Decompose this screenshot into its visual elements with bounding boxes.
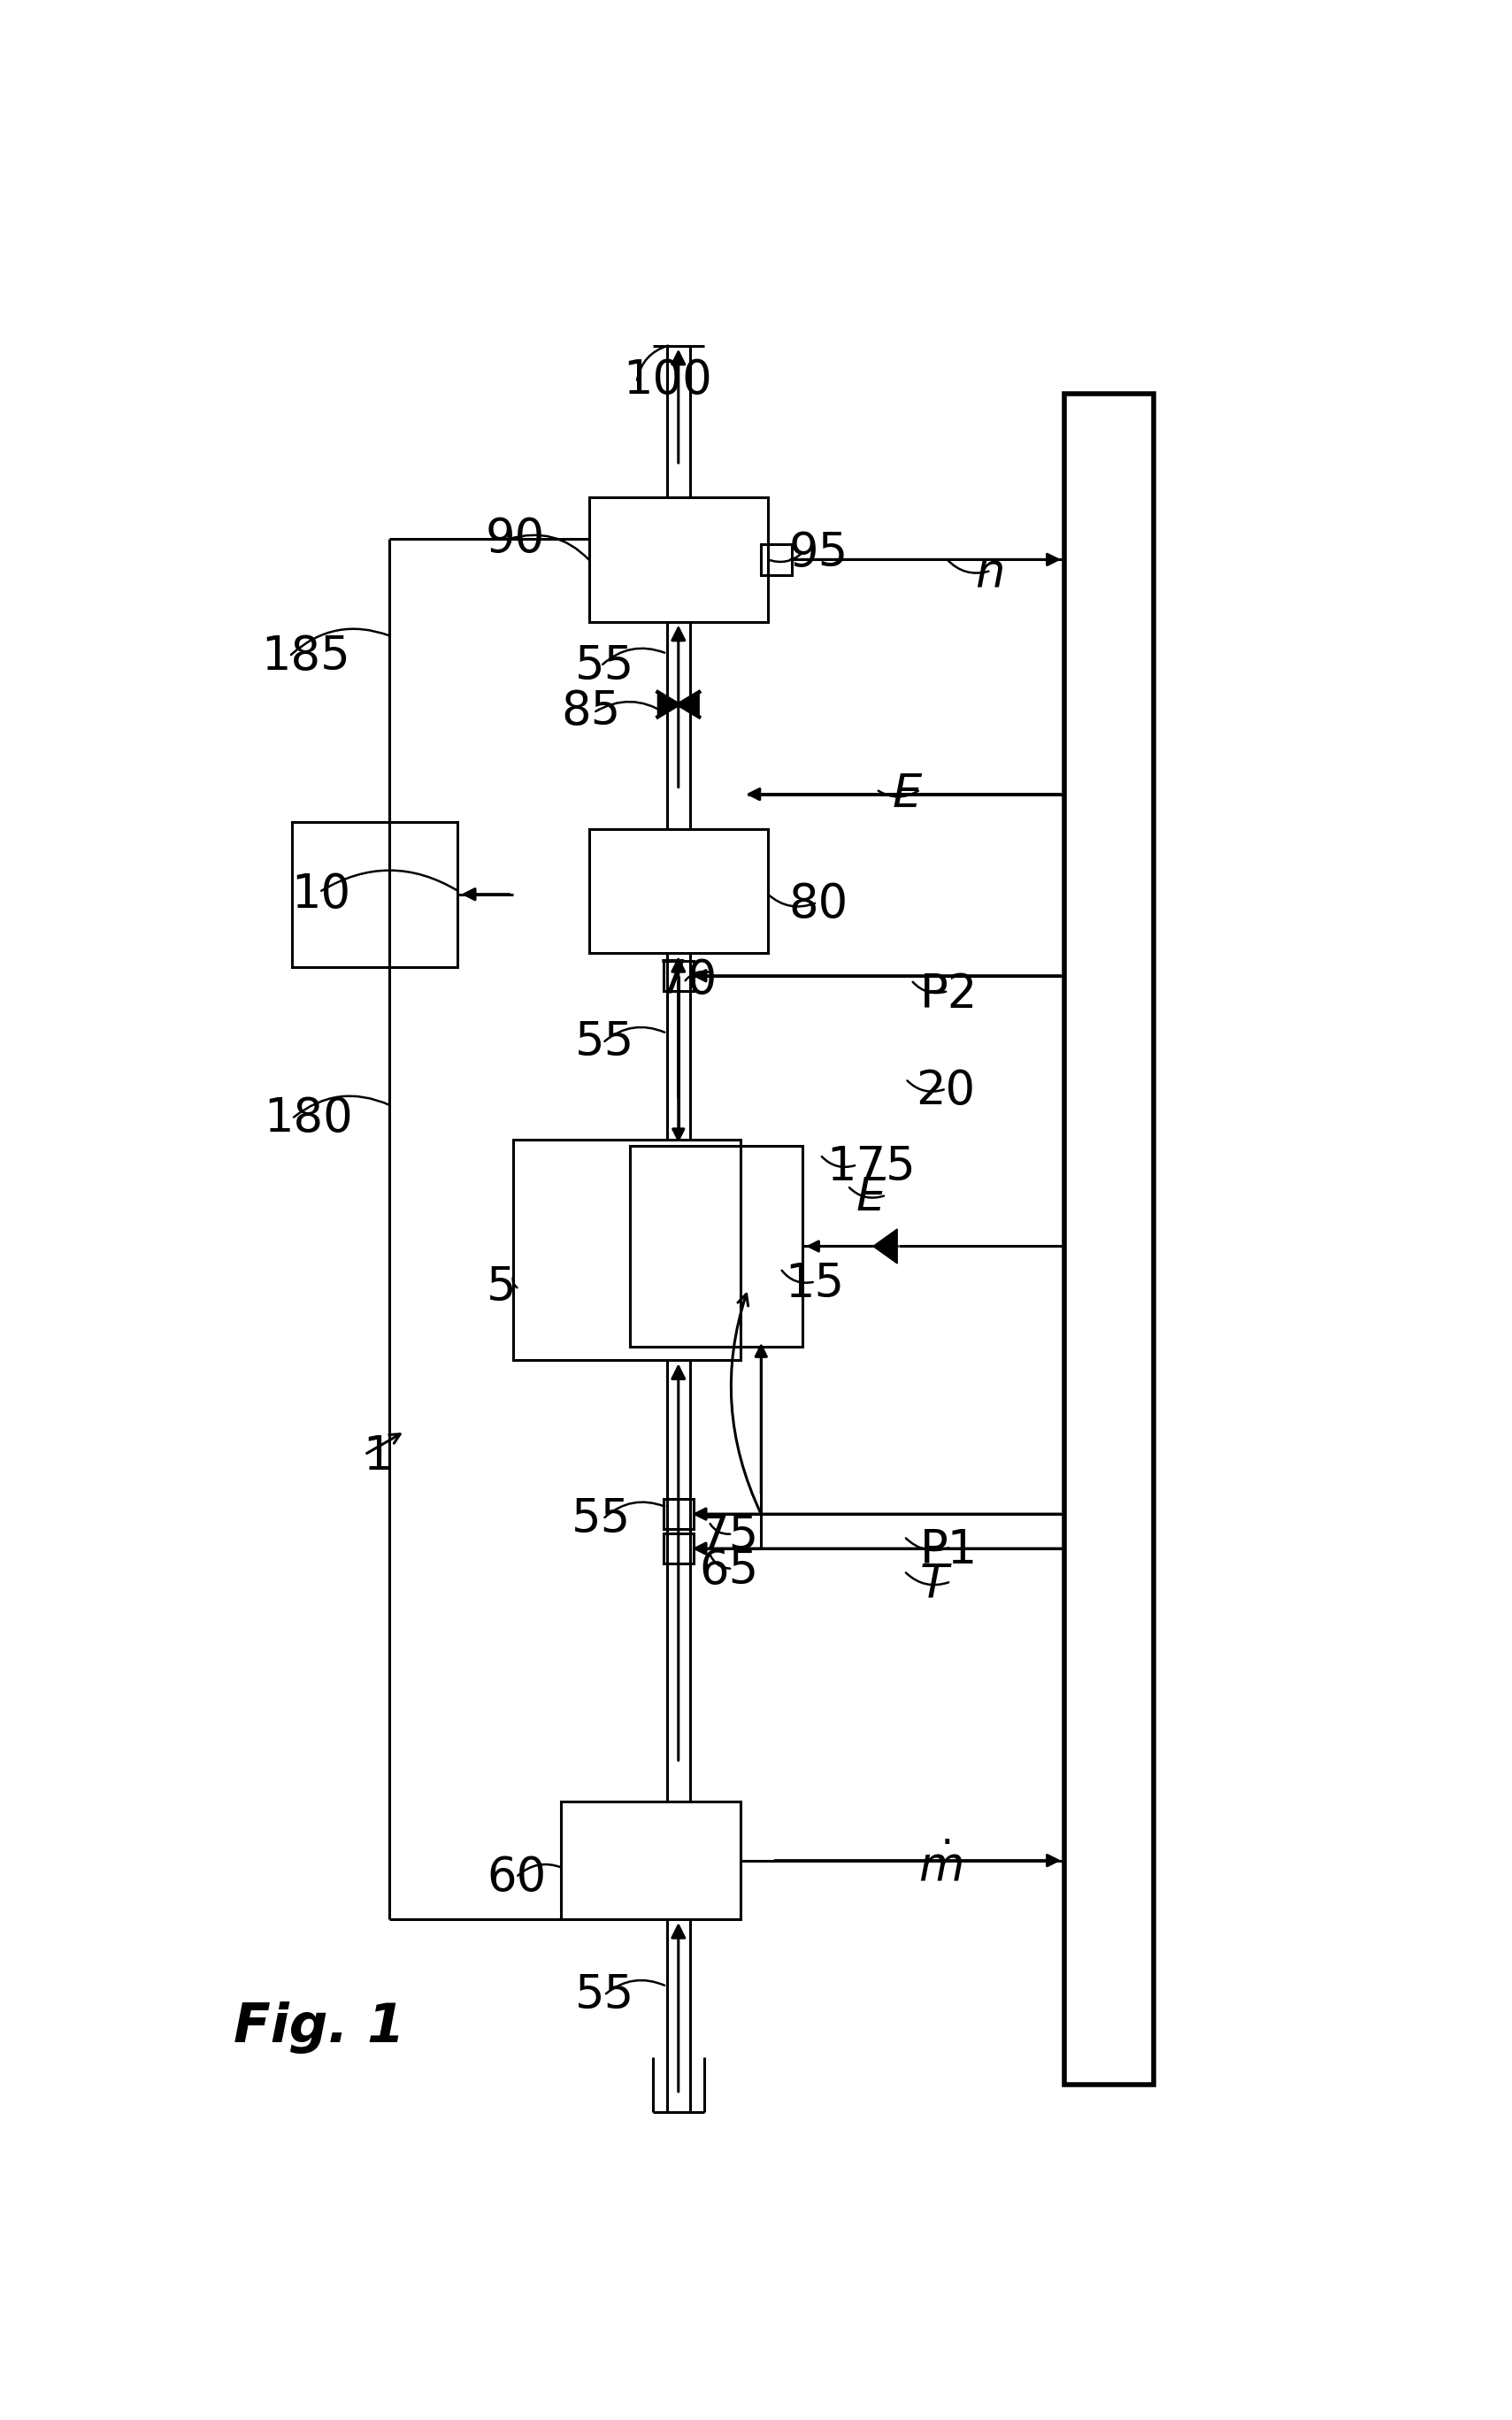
Bar xyxy=(561,1803,741,1919)
Text: 75: 75 xyxy=(699,1512,759,1558)
Text: 95: 95 xyxy=(789,530,848,576)
Text: 10: 10 xyxy=(290,871,351,917)
Text: 70: 70 xyxy=(658,958,717,1004)
Polygon shape xyxy=(658,692,679,716)
Bar xyxy=(588,499,768,622)
Text: 15: 15 xyxy=(785,1261,845,1307)
Text: 65: 65 xyxy=(699,1549,759,1595)
Text: 55: 55 xyxy=(575,644,635,690)
Polygon shape xyxy=(872,1229,897,1263)
Text: 175: 175 xyxy=(827,1145,916,1191)
Bar xyxy=(1064,394,1154,2084)
Text: 1: 1 xyxy=(363,1433,392,1479)
Text: 5: 5 xyxy=(487,1266,517,1312)
Text: E: E xyxy=(856,1176,886,1222)
Text: 55: 55 xyxy=(575,1019,635,1065)
Text: 85: 85 xyxy=(561,687,621,733)
Bar xyxy=(292,823,458,966)
Text: P2: P2 xyxy=(919,970,977,1016)
Text: n: n xyxy=(975,549,1004,595)
Bar xyxy=(664,961,694,990)
Text: 180: 180 xyxy=(263,1096,352,1142)
Text: 55: 55 xyxy=(575,1972,635,2018)
Bar xyxy=(513,1140,741,1360)
Polygon shape xyxy=(679,692,699,716)
Text: 90: 90 xyxy=(485,515,544,561)
Bar xyxy=(588,828,768,953)
Text: 80: 80 xyxy=(789,881,848,927)
Text: Fig. 1: Fig. 1 xyxy=(234,2001,405,2055)
Text: 60: 60 xyxy=(487,1854,546,1900)
Text: E: E xyxy=(892,772,922,818)
Text: 100: 100 xyxy=(623,358,712,404)
Text: P1: P1 xyxy=(919,1527,977,1573)
Text: 185: 185 xyxy=(262,634,351,680)
Bar xyxy=(664,1498,694,1529)
Text: 55: 55 xyxy=(572,1496,631,1542)
Text: T: T xyxy=(919,1561,948,1607)
Bar xyxy=(761,544,791,574)
Bar xyxy=(664,1534,694,1563)
Text: $\dot{m}$: $\dot{m}$ xyxy=(918,1844,962,1890)
Bar xyxy=(631,1147,803,1346)
Text: 20: 20 xyxy=(916,1067,975,1113)
